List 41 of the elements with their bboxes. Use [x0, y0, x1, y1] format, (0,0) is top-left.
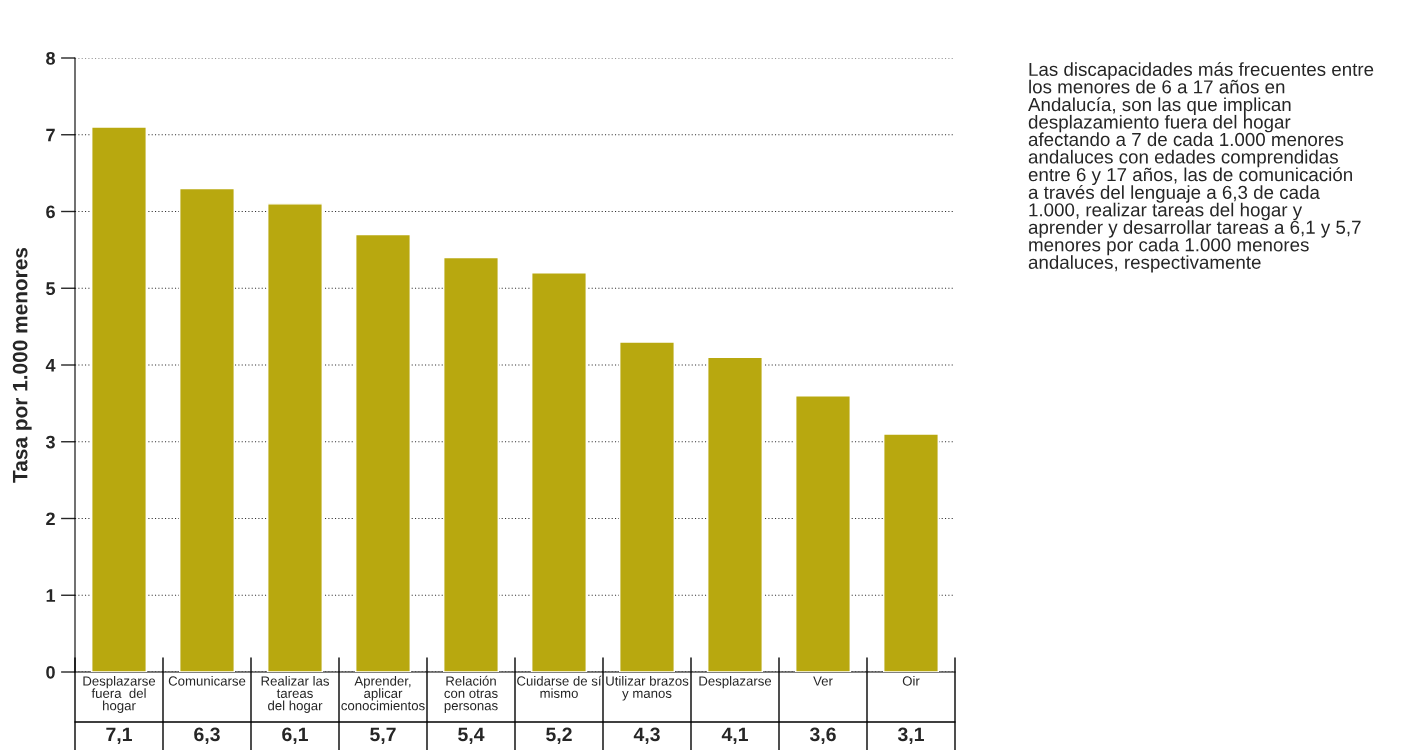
y-tick-label: 2: [46, 512, 55, 526]
bar: [883, 433, 939, 672]
x-tick-label: Realizar las tareas del hogar: [261, 676, 329, 713]
data-label: 7,1: [106, 727, 132, 745]
x-tick-label: Desplazarse fuera del hogar: [83, 676, 156, 713]
data-label: 6,3: [194, 727, 220, 745]
y-tick-label: 0: [46, 665, 55, 679]
data-label: 4,1: [721, 727, 748, 745]
x-tick-label: Oir: [902, 676, 920, 686]
bar: [355, 233, 411, 672]
x-tick-label: Cuidarse de sí mismo: [517, 675, 602, 698]
y-tick-label: 5: [46, 282, 56, 295]
bar: [619, 341, 675, 672]
data-label: 5,2: [546, 727, 572, 745]
x-tick-label: Comunicarse: [168, 676, 246, 686]
x-tick-label: Relación con otras personas: [444, 675, 498, 713]
bar: [91, 126, 147, 672]
x-tick-label: Ver: [813, 676, 833, 686]
y-tick-label: 6: [46, 205, 55, 219]
y-tick-label: 1: [46, 589, 56, 602]
bar: [795, 395, 851, 672]
y-tick-label: 8: [46, 51, 55, 65]
bar: [707, 356, 763, 672]
y-tick-label: 7: [46, 128, 55, 142]
bar: [443, 256, 499, 672]
data-label: 6,1: [282, 727, 308, 745]
data-label: 4,3: [633, 727, 660, 745]
y-tick-label: 4: [45, 359, 56, 372]
bar: [531, 272, 587, 672]
x-tick-label: Utilizar brazos y manos: [606, 676, 689, 701]
text: Las discapacidades más frecuentes entre los menores de 6 a 17 años en Andalucía, son las que implican desplazamiento fuera del hogar afectando a 7 de cada 1.000 menores andaluces con edades comprendidas entre 6 y 17 años, las de comunicación a través del lenguaje a 6,3 de cada 1.000, realizar tareas del hogar y aprender y desarrollar tareas a 6,1 y 5,7 menores por cada 1.000 menores andaluces, respectivamente: [1028, 62, 1374, 273]
data-label: 5,7: [370, 727, 396, 745]
y-tick-label: 3: [45, 435, 55, 449]
bar: [179, 187, 235, 672]
y-axis-title: Tasa por 1.000 menores: [12, 247, 32, 483]
x-tick-label: Desplazarse: [699, 676, 772, 689]
data-label: 3,6: [809, 727, 836, 745]
bar: [267, 203, 323, 672]
data-label: 5,4: [458, 727, 485, 745]
x-tick-label: Aprender, aplicar conocimientos: [341, 676, 425, 711]
data-label: 3,1: [897, 727, 924, 745]
